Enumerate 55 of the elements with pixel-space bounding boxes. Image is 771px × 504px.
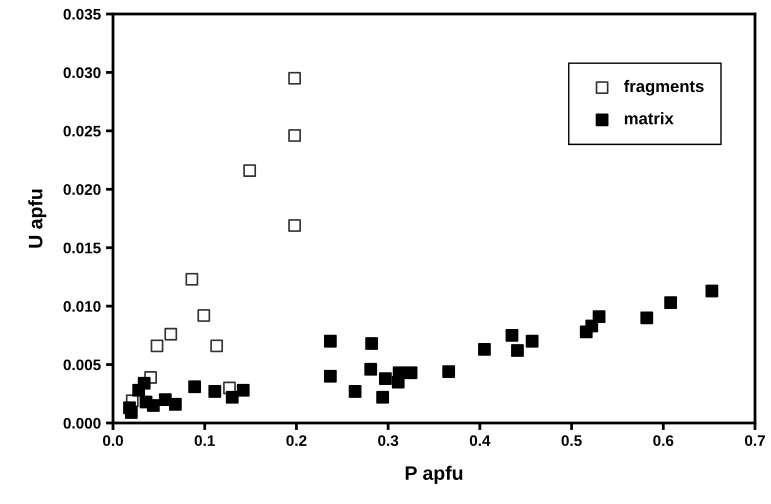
point (324, 370, 337, 383)
point (243, 164, 256, 177)
x-tick-label: 0.5 (562, 435, 582, 446)
point (404, 366, 418, 380)
point (364, 362, 378, 376)
x-tick-label: 0.7 (744, 435, 765, 446)
point (526, 334, 539, 348)
point (592, 310, 606, 324)
y-tick-label: 0.005 (64, 359, 101, 370)
point (478, 342, 491, 356)
point (664, 296, 678, 310)
point (348, 385, 362, 398)
point (511, 344, 524, 357)
y-tick-label: 0.035 (64, 8, 101, 20)
y-tick-label: 0.010 (64, 301, 101, 312)
point (164, 328, 178, 341)
point (236, 384, 250, 397)
y-tick-label: 0.020 (64, 184, 101, 195)
point (379, 372, 392, 385)
y-tick-label: 0.030 (64, 67, 101, 78)
point (146, 399, 160, 412)
point (288, 129, 301, 142)
point (124, 406, 138, 419)
y-axis-title: U apfu (28, 190, 46, 248)
x-tick-label: 0.4 (470, 435, 490, 446)
point (506, 328, 518, 342)
legend-label: fragments (624, 80, 704, 96)
y-tick-label: 0.015 (64, 242, 101, 254)
y-tick-label: 0.000 (64, 418, 101, 429)
legend-label: matrix (624, 112, 674, 124)
point (188, 380, 202, 394)
point (208, 385, 222, 398)
x-tick-label: 0.3 (378, 435, 398, 446)
point (376, 390, 390, 404)
point (132, 384, 146, 397)
point (392, 376, 405, 388)
x-axis-title: P apfu (406, 466, 462, 484)
point (150, 339, 164, 352)
x-tick-label: 0.1 (194, 435, 215, 446)
point (640, 311, 654, 324)
point (210, 339, 224, 352)
point (197, 309, 210, 322)
point (168, 398, 182, 411)
point (185, 272, 198, 286)
y-tick-label: 0.025 (64, 126, 101, 137)
point (706, 284, 718, 298)
x-tick-label: 0.2 (286, 435, 306, 446)
x-tick-label: 0.0 (102, 435, 123, 446)
point (226, 390, 239, 404)
point (365, 337, 378, 350)
point (324, 334, 337, 348)
x-tick-label: 0.6 (653, 435, 674, 446)
point (442, 365, 456, 378)
point (288, 219, 301, 232)
point (288, 72, 301, 85)
